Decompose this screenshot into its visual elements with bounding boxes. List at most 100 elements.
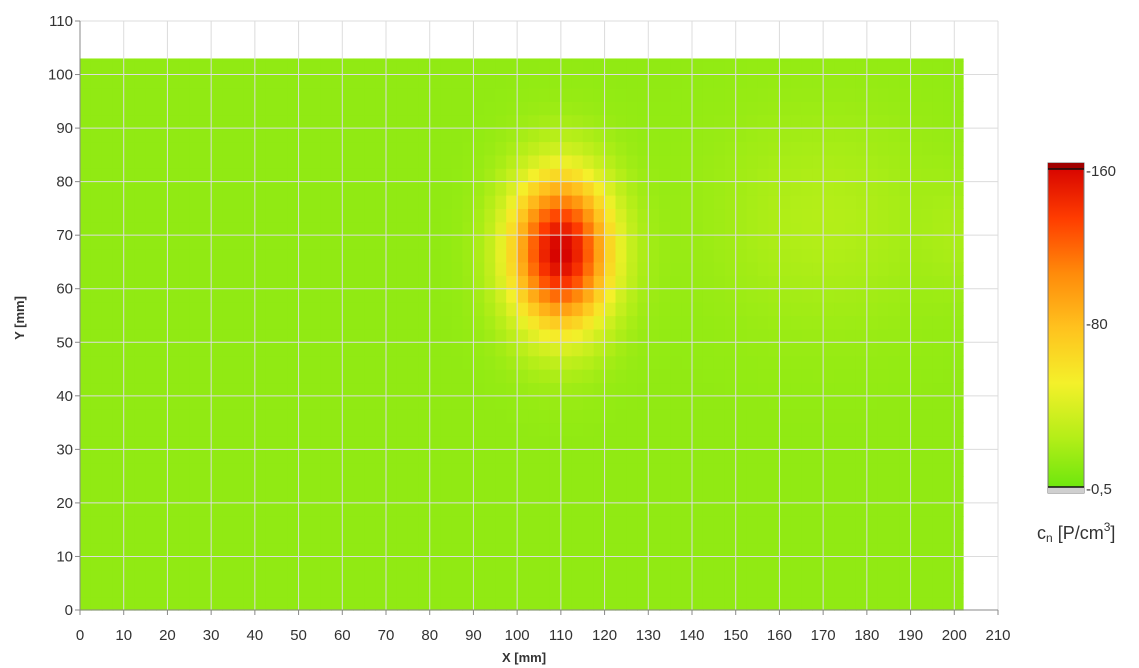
heatmap-cell xyxy=(932,502,944,517)
heatmap-cell xyxy=(681,208,693,223)
heatmap-cell xyxy=(702,556,715,571)
heatmap-cell xyxy=(954,221,964,236)
heatmap-cell xyxy=(276,422,289,437)
heatmap-cell xyxy=(626,221,638,236)
heatmap-cell xyxy=(670,221,682,236)
heatmap-cell xyxy=(101,61,114,76)
heatmap-cell xyxy=(593,141,606,156)
heatmap-cell xyxy=(604,489,617,504)
heatmap-cell xyxy=(222,61,234,76)
heatmap-cell xyxy=(331,596,343,611)
heatmap-cell xyxy=(80,114,92,129)
heatmap-cell xyxy=(112,128,125,143)
heatmap-cell xyxy=(243,462,256,477)
heatmap-cell xyxy=(178,128,190,143)
heatmap-cell xyxy=(276,101,289,116)
heatmap-cell xyxy=(604,596,617,611)
heatmap-cell xyxy=(200,74,212,89)
heatmap-cell xyxy=(123,476,136,491)
heatmap-cell xyxy=(648,382,660,397)
heatmap-cell xyxy=(834,288,846,303)
heatmap-cell xyxy=(812,369,824,384)
heatmap-cell xyxy=(670,516,682,531)
heatmap-cell xyxy=(407,61,420,76)
heatmap-cell xyxy=(309,181,322,196)
heatmap-cell xyxy=(549,101,562,116)
y-tick-label: 110 xyxy=(49,13,73,30)
heatmap-cell xyxy=(921,87,934,102)
heatmap-cell xyxy=(637,275,649,290)
heatmap-cell xyxy=(517,435,529,450)
heatmap-cell xyxy=(801,529,813,544)
heatmap-cell xyxy=(801,583,813,598)
heatmap-cell xyxy=(910,382,923,397)
heatmap-cell xyxy=(724,355,737,370)
heatmap-cell xyxy=(418,435,431,450)
heatmap-cell xyxy=(418,462,431,477)
heatmap-cell xyxy=(604,395,617,410)
heatmap-cell xyxy=(845,422,857,437)
heatmap-cell xyxy=(702,543,715,558)
heatmap-cell xyxy=(910,114,923,129)
heatmap-cell xyxy=(626,476,638,491)
heatmap-cell xyxy=(604,462,617,477)
heatmap-cell xyxy=(451,74,464,89)
heatmap-cell xyxy=(189,462,201,477)
heatmap-cell xyxy=(178,395,190,410)
heatmap-cell xyxy=(276,315,289,330)
heatmap-cell xyxy=(484,476,496,491)
heatmap-cell xyxy=(320,168,332,183)
heatmap-cell xyxy=(211,449,223,464)
heatmap-cell xyxy=(80,74,92,89)
heatmap-cell xyxy=(276,195,289,210)
heatmap-cell xyxy=(101,221,114,236)
heatmap-cell xyxy=(921,502,934,517)
heatmap-cell xyxy=(506,235,518,250)
heatmap-cell xyxy=(855,275,868,290)
heatmap-cell xyxy=(101,422,114,437)
heatmap-cell xyxy=(877,422,890,437)
heatmap-cell xyxy=(823,195,835,210)
heatmap-cell xyxy=(276,181,289,196)
heatmap-cell xyxy=(954,128,964,143)
heatmap-cell xyxy=(943,382,955,397)
heatmap-cell xyxy=(342,101,354,116)
heatmap-cell xyxy=(582,74,595,89)
y-tick-label: 40 xyxy=(56,388,73,405)
heatmap-cell xyxy=(396,58,409,62)
heatmap-cell xyxy=(834,275,846,290)
heatmap-cell xyxy=(746,355,759,370)
heatmap-cell xyxy=(877,275,890,290)
heatmap-cell xyxy=(353,502,365,517)
heatmap-cell xyxy=(637,462,649,477)
heatmap-cell xyxy=(276,502,289,517)
heatmap-cell xyxy=(112,288,125,303)
heatmap-cell xyxy=(528,58,540,62)
heatmap-cell xyxy=(724,569,737,584)
heatmap-cell xyxy=(189,221,201,236)
heatmap-cell xyxy=(407,355,420,370)
heatmap-cell xyxy=(112,302,125,317)
heatmap-cell xyxy=(528,502,540,517)
heatmap-cell xyxy=(604,302,617,317)
heatmap-cell xyxy=(254,248,267,263)
heatmap-cell xyxy=(145,168,158,183)
heatmap-cell xyxy=(298,502,311,517)
heatmap-cell xyxy=(571,342,584,357)
heatmap-cell xyxy=(243,502,256,517)
heatmap-cell xyxy=(189,154,201,169)
heatmap-cell xyxy=(823,61,835,76)
heatmap-cell xyxy=(506,409,518,424)
heatmap-cell xyxy=(899,74,912,89)
heatmap-cell xyxy=(801,342,813,357)
heatmap-cell xyxy=(309,556,322,571)
heatmap-cell xyxy=(681,596,693,611)
heatmap-cell xyxy=(615,355,628,370)
heatmap-cell xyxy=(899,101,912,116)
heatmap-cell xyxy=(681,302,693,317)
heatmap-cell xyxy=(735,516,748,531)
heatmap-cell xyxy=(276,87,289,102)
heatmap-cell xyxy=(615,61,628,76)
heatmap-cell xyxy=(189,556,201,571)
heatmap-cell xyxy=(571,275,584,290)
